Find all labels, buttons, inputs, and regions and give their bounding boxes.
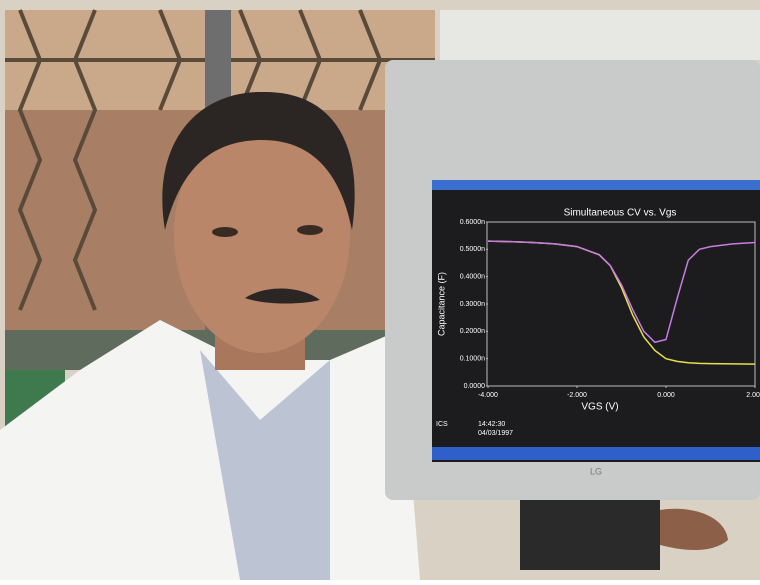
x-axis-label: VGS (V) (581, 402, 618, 413)
photo: Simultaneous CV vs. Vgs VGS (V) Capacita… (0, 0, 760, 580)
y-tick-label: 0.6000n (460, 219, 485, 226)
monitor-stand (520, 500, 660, 570)
chart-title: Simultaneous CV vs. Vgs (564, 208, 677, 219)
x-tick-label: 0.000 (657, 392, 675, 399)
y-tick-label: 0.5000n (460, 246, 485, 253)
y-axis-label: Capacitance (F) (436, 272, 446, 336)
page: Simultaneous CV vs. Vgs VGS (V) Capacita… (0, 0, 760, 580)
y-tick-label: 0.0000 (464, 383, 486, 390)
screen-time: 14:42:30 (478, 421, 505, 428)
eye (212, 227, 238, 237)
y-tick-label: 0.2000n (460, 328, 485, 335)
screen-label: ICS (436, 421, 448, 428)
equipment (440, 10, 760, 60)
screen-date: 04/03/1997 (478, 430, 513, 437)
taskbar (432, 447, 760, 460)
monitor-brand: LG (590, 466, 602, 476)
y-tick-label: 0.1000n (460, 356, 485, 363)
eye (297, 225, 323, 235)
x-tick-label: 2.000 (746, 392, 760, 399)
y-tick-label: 0.3000n (460, 301, 485, 308)
window-titlebar (432, 180, 760, 190)
y-tick-label: 0.4000n (460, 274, 485, 281)
x-tick-label: -4.000 (478, 392, 498, 399)
x-tick-label: -2.000 (567, 392, 587, 399)
